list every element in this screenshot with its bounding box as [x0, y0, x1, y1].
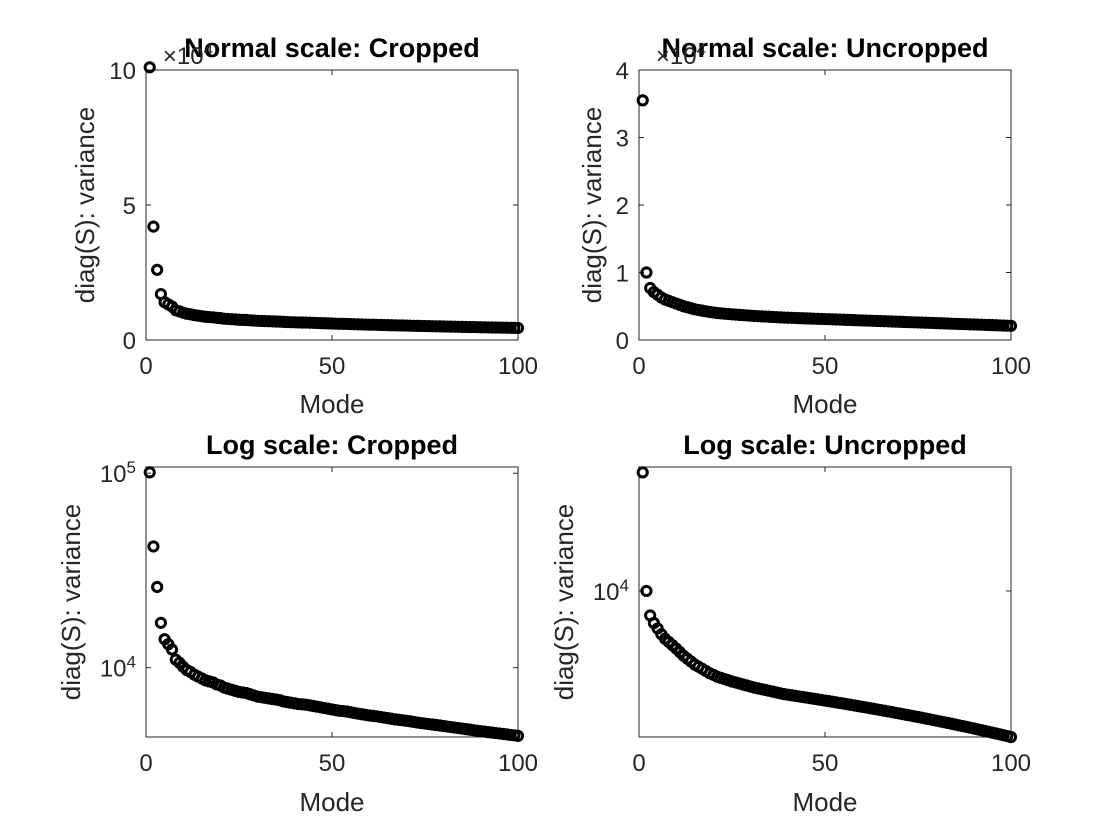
y-tick-label: 104 [100, 652, 136, 683]
plot-area: 0 50 100 104 105 [100, 458, 538, 777]
y-axis-label: diag(S): variance [577, 107, 607, 304]
x-tick-label: 0 [632, 750, 645, 777]
y-tick-label: 105 [100, 458, 136, 489]
data-point [636, 466, 649, 479]
panel-title: Log scale: Uncropped [683, 430, 967, 460]
data-point [511, 321, 525, 335]
x-tick-label: 0 [632, 353, 645, 380]
y-exponent-label: ×104 [163, 40, 213, 71]
data-point [1004, 319, 1018, 332]
data-point [151, 263, 164, 276]
x-axis-label: Mode [299, 787, 364, 817]
y-tick-label: 10 [109, 58, 136, 85]
data-point [511, 729, 525, 742]
subplot-normal-cropped: Normal scale: Cropped 0 50 100 0 5 10 ×104 Mod… [70, 33, 538, 419]
data-point [143, 61, 156, 74]
y-tick-label: 104 [593, 575, 629, 606]
data-point [154, 616, 167, 629]
y-axis-label: diag(S): variance [70, 107, 100, 304]
x-tick-label: 50 [319, 353, 346, 380]
y-tick-label: 5 [123, 193, 136, 220]
data-point [165, 643, 179, 656]
x-axis-label: Mode [792, 787, 857, 817]
x-tick-label: 100 [498, 353, 538, 380]
y-tick-label: 2 [616, 193, 629, 220]
subplot-log-cropped: Log scale: Cropped 0 50 100 104 105 Mode dia… [56, 430, 538, 817]
data-point [151, 580, 164, 594]
x-tick-label: 50 [812, 750, 839, 777]
subplot-normal-uncropped: Normal scale: Uncropped 0 50 10001234×104 … [577, 33, 1031, 419]
x-tick-label: 0 [139, 353, 152, 380]
y-axis-label: diag(S): variance [549, 504, 579, 701]
data-point [143, 466, 156, 479]
data-point [147, 220, 160, 233]
data-point [640, 266, 653, 279]
data-point [1004, 730, 1018, 744]
x-tick-label: 50 [812, 353, 839, 380]
plot-area: 0 50 100 0 5 10 ×104 [109, 40, 538, 381]
y-tick-label: 0 [616, 328, 629, 355]
data-point [147, 540, 160, 553]
x-tick-label: 100 [991, 750, 1031, 777]
x-tick-label: 100 [991, 353, 1031, 380]
x-axis-label: Mode [299, 389, 364, 419]
y-exponent-label: ×104 [656, 40, 706, 71]
y-tick-label: 3 [616, 126, 629, 153]
data-point [636, 94, 649, 107]
y-tick-label: 4 [616, 58, 629, 85]
y-axis-label: diag(S): variance [56, 504, 86, 701]
plot-area: 0 50 100 0 1 2 3 4 ×104 [616, 40, 1031, 381]
panel-title: Log scale: Cropped [206, 430, 458, 460]
plot-area: 0 50 100 104 [593, 466, 1031, 777]
subplot-log-uncropped: Log scale: Uncropped 0 50 100 104 Mode diag… [549, 430, 1031, 817]
x-axis-label: Mode [792, 389, 857, 419]
panel-title: Normal scale: Cropped [184, 33, 480, 63]
panel-title: Normal scale: Uncropped [661, 33, 988, 63]
data-point [640, 584, 653, 598]
x-tick-label: 100 [498, 750, 538, 777]
y-tick-label: 0 [123, 328, 136, 355]
x-tick-label: 0 [139, 750, 152, 777]
y-tick-label: 1 [616, 261, 629, 288]
x-tick-label: 50 [319, 750, 346, 777]
